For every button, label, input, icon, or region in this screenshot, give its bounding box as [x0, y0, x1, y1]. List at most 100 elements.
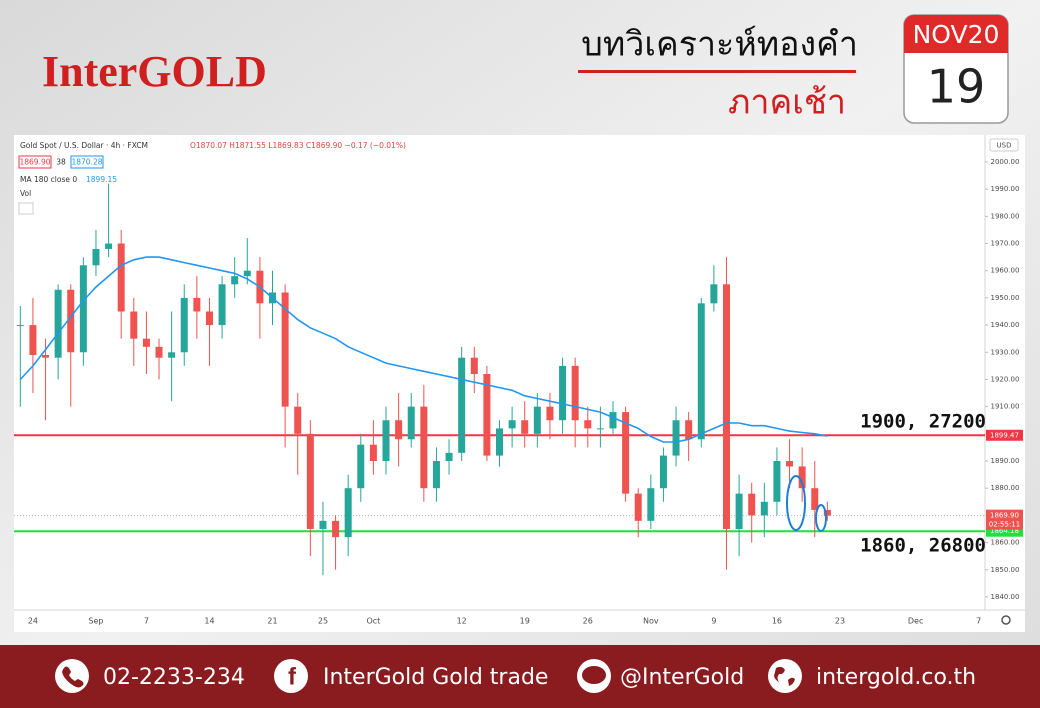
- x-tick-label: 19: [520, 617, 530, 626]
- y-tick-label: 1920.00: [991, 375, 1020, 383]
- candle-body: [332, 520, 340, 538]
- candle-body: [685, 420, 693, 440]
- collapse-button[interactable]: [18, 202, 34, 215]
- candle-body: [420, 406, 428, 489]
- y-tick-label: 1840.00: [991, 593, 1020, 601]
- candle-body: [634, 493, 642, 521]
- x-tick-label: Nov: [643, 617, 659, 626]
- phone-glyph: [62, 666, 84, 688]
- bid-box: [18, 155, 52, 169]
- candle-body: [407, 406, 415, 440]
- ohlc-text: O1870.07 H1871.55 L1869.83 C1869.90 −0.1…: [190, 141, 406, 150]
- candle-body: [722, 284, 730, 529]
- price-tag: [986, 525, 1023, 537]
- candle-body: [67, 289, 75, 353]
- candle-body: [798, 466, 806, 489]
- x-tick-label: 16: [772, 617, 782, 626]
- y-tick-label: 1890.00: [991, 457, 1020, 465]
- candle-body: [243, 270, 251, 277]
- facebook-icon: [274, 659, 308, 693]
- last-price-label: 1869.90: [990, 512, 1019, 520]
- candle-body: [193, 297, 201, 312]
- ask-box: [70, 155, 104, 169]
- y-tick-label: 1950.00: [991, 294, 1020, 302]
- logo: InterGOLD: [42, 47, 267, 96]
- annotation: 1900, 27200: [860, 411, 986, 433]
- candle-body: [180, 297, 188, 353]
- y-tick-label: 1930.00: [991, 348, 1020, 356]
- settings-icon[interactable]: [1001, 615, 1011, 625]
- price-tag: [986, 429, 1023, 441]
- candle-body: [168, 352, 176, 358]
- title-underline: [578, 70, 856, 73]
- x-tick-label: 14: [204, 617, 214, 626]
- price-tag-label: 1899.47: [990, 431, 1019, 439]
- candle-body: [306, 433, 314, 529]
- candle-body: [546, 406, 554, 421]
- candle-body: [559, 365, 567, 421]
- candle-body: [521, 420, 529, 434]
- candle-body: [395, 420, 403, 440]
- candle-body: [319, 520, 327, 529]
- candle-body: [458, 357, 466, 453]
- candle-body: [105, 243, 113, 249]
- price-tag-label: 1864.18: [990, 527, 1019, 535]
- candle-body: [533, 406, 541, 434]
- candle-body: [294, 406, 302, 434]
- candle-body: [496, 428, 503, 456]
- line-glyph: [582, 666, 606, 684]
- candle-body: [647, 488, 655, 521]
- symbol: Gold Spot / U.S. Dollar · 4h · FXCM: [20, 141, 148, 150]
- candle-body: [117, 243, 125, 312]
- candle-body: [571, 365, 579, 421]
- currency: USD: [997, 142, 1012, 150]
- candle-body: [130, 311, 138, 339]
- candle-body: [155, 346, 163, 358]
- calendar: NOV20 19: [903, 14, 1009, 124]
- candle-body: [672, 420, 680, 456]
- candle-body: [483, 374, 491, 456]
- moving-average: [19, 256, 828, 443]
- facebook-glyph: f: [288, 663, 297, 690]
- y-tick-label: 1910.00: [991, 403, 1020, 411]
- y-tick-label: 1970.00: [991, 240, 1020, 248]
- candle-body: [382, 420, 390, 462]
- x-tick-label: 24: [28, 617, 38, 626]
- y-tick-label: 2000.00: [991, 158, 1020, 166]
- x-tick-label: 21: [267, 617, 277, 626]
- chart: 1840.001850.001860.001870.001880.001890.…: [14, 158, 1023, 626]
- x-tick-label: 7: [976, 617, 981, 626]
- website: intergold.co.th: [816, 665, 976, 690]
- spread: 38: [56, 158, 66, 167]
- candle-body: [79, 265, 87, 353]
- y-tick-label: 1880.00: [991, 484, 1020, 492]
- x-tick-label: Sep: [88, 617, 103, 626]
- ask: 1870.28: [71, 158, 102, 167]
- globe-glyph: [774, 666, 795, 686]
- y-tick-label: 1960.00: [991, 267, 1020, 275]
- x-tick-label: Dec: [908, 617, 923, 626]
- candle-body: [281, 292, 289, 407]
- candle-body: [596, 428, 604, 430]
- candle-body: [42, 354, 50, 358]
- y-tick-label: 1990.00: [991, 185, 1020, 193]
- y-tick-label: 1850.00: [991, 566, 1020, 574]
- candle-body: [29, 325, 37, 355]
- globe-icon: [768, 659, 802, 693]
- candle-body: [205, 311, 213, 326]
- y-tick-label: 1940.00: [991, 321, 1020, 329]
- candle-body: [432, 461, 440, 489]
- bid: 1869.90: [19, 158, 50, 167]
- price-tag: [986, 509, 1023, 530]
- candle-body: [735, 493, 743, 529]
- candle-body: [786, 461, 794, 467]
- x-tick-label: 23: [835, 617, 845, 626]
- candle-body: [697, 303, 705, 440]
- candle-body: [231, 276, 239, 285]
- candle-body: [584, 420, 592, 429]
- y-tick-label: 1860.00: [991, 539, 1020, 547]
- candle-body: [748, 493, 756, 516]
- facebook: InterGold Gold trade: [323, 665, 548, 690]
- candle-body: [710, 284, 718, 304]
